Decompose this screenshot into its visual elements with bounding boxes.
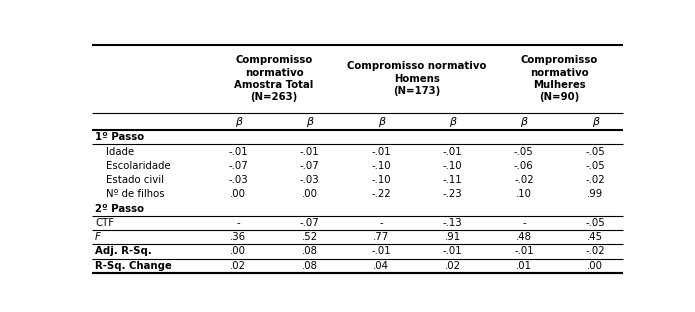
- Text: β: β: [521, 117, 528, 127]
- Text: Estado civil: Estado civil: [106, 175, 164, 185]
- Text: .00: .00: [302, 189, 318, 199]
- Text: -.07: -.07: [229, 161, 248, 171]
- Text: .00: .00: [230, 246, 246, 256]
- Text: -.01: -.01: [443, 246, 462, 256]
- Text: .08: .08: [302, 246, 318, 256]
- Text: -.05: -.05: [585, 161, 605, 171]
- Text: Idade: Idade: [106, 147, 134, 157]
- Text: .08: .08: [302, 261, 318, 271]
- Text: .48: .48: [516, 232, 532, 242]
- Text: .01: .01: [516, 261, 532, 271]
- Text: .04: .04: [373, 261, 389, 271]
- Text: .02: .02: [230, 261, 246, 271]
- Text: β: β: [306, 117, 313, 127]
- Text: .45: .45: [587, 232, 603, 242]
- Text: .00: .00: [587, 261, 603, 271]
- Text: .02: .02: [445, 261, 461, 271]
- Text: Nº de filhos: Nº de filhos: [106, 189, 164, 199]
- Text: -.01: -.01: [371, 246, 391, 256]
- Text: 1º Passo: 1º Passo: [95, 132, 144, 142]
- Text: Escolaridade: Escolaridade: [106, 161, 170, 171]
- Text: -: -: [236, 218, 240, 228]
- Text: -: -: [522, 218, 525, 228]
- Text: -.01: -.01: [371, 147, 391, 157]
- Text: .77: .77: [373, 232, 389, 242]
- Text: -.01: -.01: [443, 147, 462, 157]
- Text: -.01: -.01: [514, 246, 534, 256]
- Text: -: -: [379, 218, 383, 228]
- Text: -.02: -.02: [585, 175, 605, 185]
- Text: -.06: -.06: [514, 161, 534, 171]
- Text: -.05: -.05: [514, 147, 534, 157]
- Text: .00: .00: [230, 189, 246, 199]
- Text: .36: .36: [230, 232, 247, 242]
- Text: -.05: -.05: [585, 147, 605, 157]
- Text: F: F: [95, 232, 101, 242]
- Text: -.11: -.11: [443, 175, 462, 185]
- Text: Compromisso
normativo
Mulheres
(N=90): Compromisso normativo Mulheres (N=90): [521, 55, 598, 102]
- Text: -.02: -.02: [585, 246, 605, 256]
- Text: -.10: -.10: [443, 161, 462, 171]
- Text: Compromisso normativo
Homens
(N=173): Compromisso normativo Homens (N=173): [347, 61, 486, 96]
- Text: β: β: [449, 117, 456, 127]
- Text: -.23: -.23: [443, 189, 462, 199]
- Text: R-Sq. Change: R-Sq. Change: [95, 261, 172, 271]
- Text: .99: .99: [587, 189, 603, 199]
- Text: .52: .52: [302, 232, 318, 242]
- Text: -.01: -.01: [300, 147, 320, 157]
- Text: 2º Passo: 2º Passo: [95, 204, 144, 214]
- Text: -.05: -.05: [585, 218, 605, 228]
- Text: -.22: -.22: [371, 189, 391, 199]
- Text: .10: .10: [516, 189, 532, 199]
- Text: β: β: [377, 117, 384, 127]
- Text: -.03: -.03: [300, 175, 320, 185]
- Text: -.10: -.10: [371, 161, 391, 171]
- Text: -.03: -.03: [229, 175, 248, 185]
- Text: -.10: -.10: [371, 175, 391, 185]
- Text: -.07: -.07: [300, 218, 320, 228]
- Text: -.01: -.01: [229, 147, 248, 157]
- Text: .91: .91: [444, 232, 461, 242]
- Text: Compromisso
normativo
Amostra Total
(N=263): Compromisso normativo Amostra Total (N=2…: [234, 55, 313, 102]
- Text: Adj. R-Sq.: Adj. R-Sq.: [95, 246, 152, 256]
- Text: CTF: CTF: [95, 218, 114, 228]
- Text: -.13: -.13: [443, 218, 462, 228]
- Text: β: β: [591, 117, 599, 127]
- Text: β: β: [235, 117, 242, 127]
- Text: -.02: -.02: [514, 175, 534, 185]
- Text: -.07: -.07: [300, 161, 320, 171]
